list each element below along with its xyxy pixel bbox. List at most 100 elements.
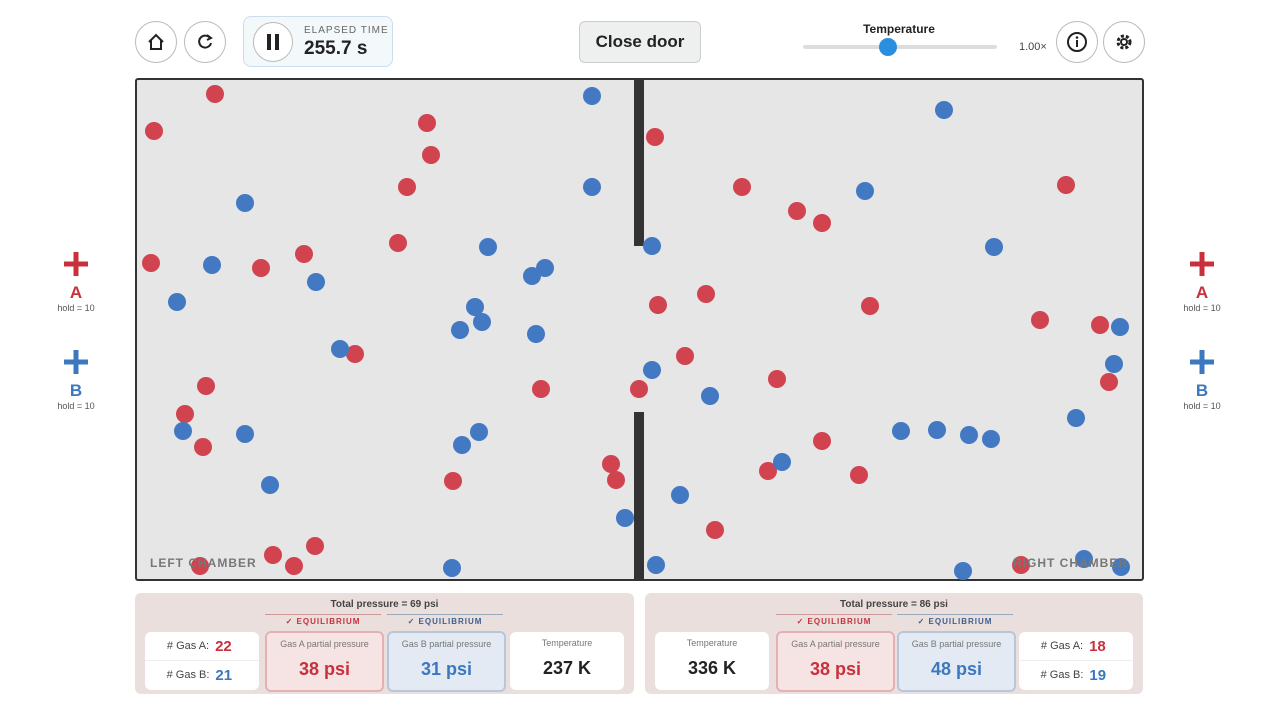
pause-button[interactable] [253,22,293,62]
gas-a-particle [398,178,416,196]
gas-b-particle [1105,355,1123,373]
gas-a-particle [1057,176,1075,194]
add-a-label: A [69,283,83,302]
gas-b-pressure: Gas B partial pressure 48 psi [897,631,1016,692]
gas-a-particle [1100,373,1118,391]
right-panel: Total pressure = 86 psi ✓ EQUILIBRIUM ✓ … [645,593,1143,694]
gas-a-particle [145,122,163,140]
hold: hold = 10 [1183,303,1221,313]
gas-b-particle [892,422,910,440]
gas-a-particle [646,128,664,146]
gas-b-particle [261,476,279,494]
gas-a-particle [285,557,303,575]
left-panel: Total pressure = 69 psi ✓ EQUILIBRIUM ✓ … [135,593,634,694]
hold: hold = 10 [1183,401,1221,411]
gas-a-particle [444,472,462,490]
count-label: # Gas B: [1040,669,1084,681]
count: 18 [1089,637,1106,655]
gas-a-particle [607,471,625,489]
count: 21 [215,666,233,684]
timer: ELAPSED TIME 255.7 s [243,16,393,67]
temperature-label: Temperature [863,22,935,36]
gas-b-particle [954,562,972,580]
total-pressure: Total pressure = 69 psi [330,599,439,610]
gas-a-particle [206,85,224,103]
gas-a-particle [850,466,868,484]
gas-b-particle [643,237,661,255]
gas-b-particle [168,293,186,311]
gas-a-particle [389,234,407,252]
gas-a-particle [264,546,282,564]
label: Gas A partial pressure [791,639,880,649]
door-button[interactable]: Close door [579,21,701,63]
label: Temperature [686,638,738,648]
gas-a-particle [346,345,364,363]
gas-b-particle [470,423,488,441]
count: 19 [1089,666,1107,684]
gas-b-particle [856,182,874,200]
gas-a-particle [1031,311,1049,329]
gas-a-particle [861,297,879,315]
counts: # Gas A: 22 # Gas B: 21 [145,632,259,690]
gas-b-particle [466,298,484,316]
value: 237 K [542,658,592,678]
temperature-slider[interactable] [803,45,997,49]
count-label: # Gas B: [166,669,210,681]
gas-a-particle [733,178,751,196]
gas-a-particle [813,432,831,450]
gas-b-particle [960,426,978,444]
gas-a-pressure: Gas A partial pressure 38 psi [776,631,895,692]
elapsed-label: ELAPSED TIME [304,25,389,36]
gas-b-particle [985,238,1003,256]
partition-top [634,79,644,246]
slider-thumb[interactable] [879,38,897,56]
label: Gas B partial pressure [911,639,1002,649]
gas-b-particle [982,430,1000,448]
home-button[interactable] [135,21,177,63]
gas-b-particle [479,238,497,256]
gas-a-particle [422,146,440,164]
gas-b-status: ✓ EQUILIBRIUM [897,614,1013,626]
hold: hold = 10 [57,303,95,313]
counts: # Gas A: 18 # Gas B: 19 [1019,632,1133,690]
add-a-label: A [1195,283,1209,302]
gas-a-particle [649,296,667,314]
gas-b-particle [203,256,221,274]
gas-b-particle [647,556,665,574]
gas-a-particle [759,462,777,480]
gas-a-status: ✓ EQUILIBRIUM [265,614,381,626]
value: 38 psi [298,659,351,679]
gas-a-particle [418,114,436,132]
gas-a-particle [295,245,313,263]
gas-a-particle [194,438,212,456]
gas-a-particle [532,380,550,398]
gas-b-particle [1067,409,1085,427]
speed: 1.00× [1019,41,1047,53]
gas-b-particle [671,486,689,504]
gas-b-pressure: Gas B partial pressure 31 psi [387,631,506,692]
settings-button[interactable] [1103,21,1145,63]
gas-b-particle [583,87,601,105]
gas-b-status: ✓ EQUILIBRIUM [387,614,503,626]
gas-a-particle [1012,556,1030,574]
value: 48 psi [930,659,983,679]
gas-b-particle [1075,550,1093,568]
gas-b-particle [453,436,471,454]
info-button[interactable] [1056,21,1098,63]
gas-b-particle [536,259,554,277]
gas-a-particle [252,259,270,277]
gas-b-particle [701,387,719,405]
count-label: # Gas A: [1040,640,1084,652]
gas-a-particle [197,377,215,395]
gas-b-particle [616,509,634,527]
count-label: # Gas A: [166,640,210,652]
gas-b-particle [928,421,946,439]
reset-button[interactable] [184,21,226,63]
gas-b-particle [443,559,461,577]
total-pressure: Total pressure = 86 psi [840,599,948,610]
